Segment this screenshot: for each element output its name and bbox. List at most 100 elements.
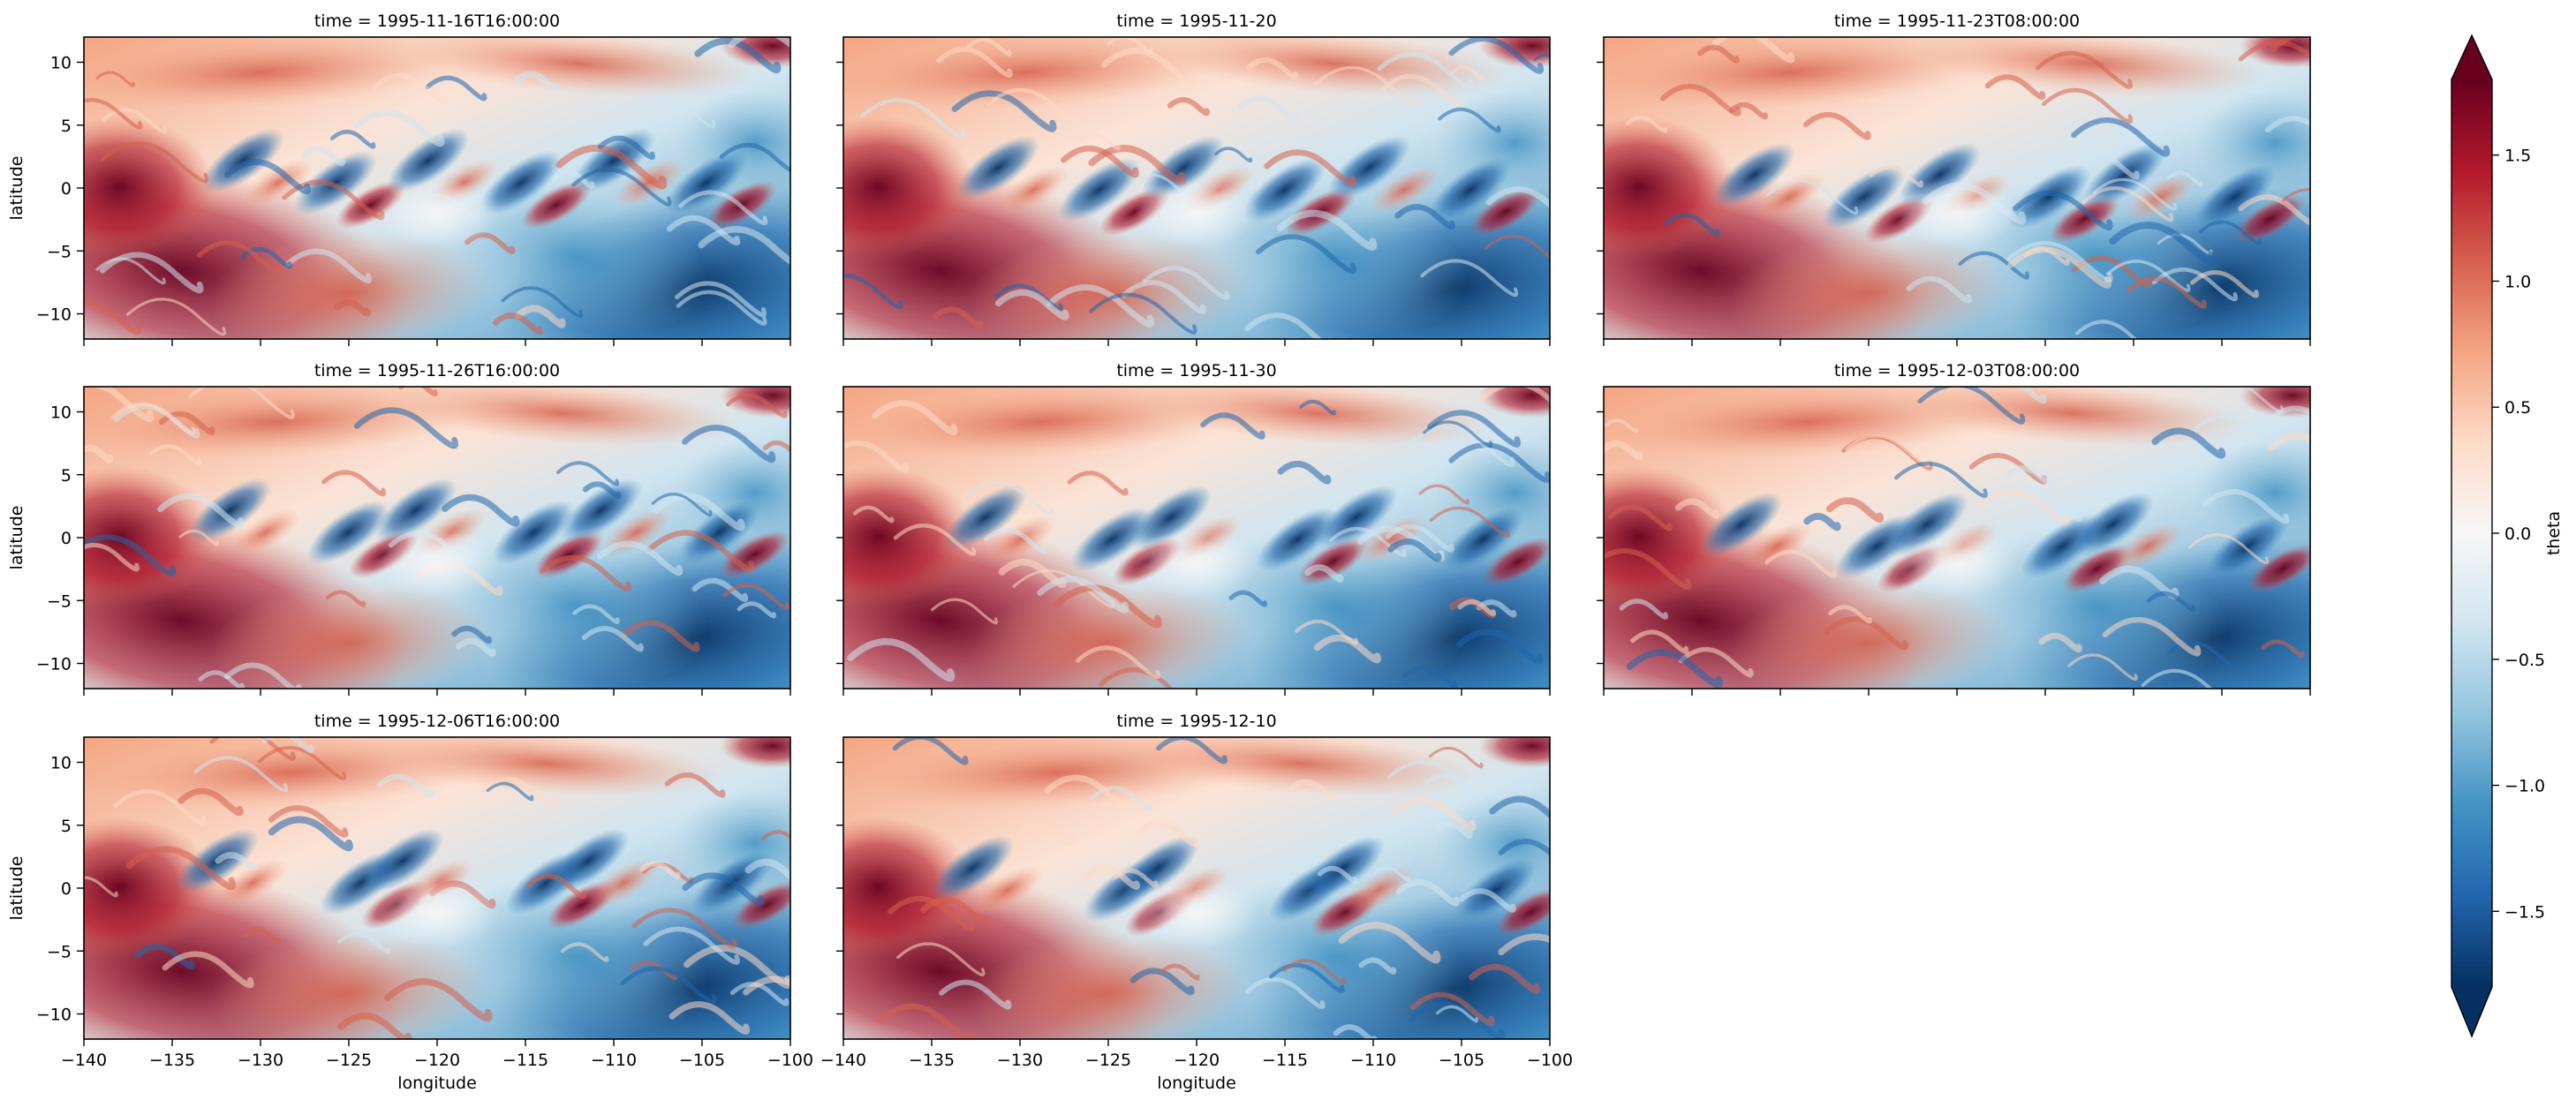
field-swirl: [1729, 102, 1768, 120]
field-swirl: [451, 625, 493, 644]
field-swirl: [337, 931, 391, 954]
field-swirl: [1214, 147, 1253, 163]
field-blob: [985, 515, 1056, 564]
field-swirl: [1625, 115, 1668, 133]
field-swirl: [555, 145, 668, 190]
field-swirl: [742, 976, 790, 996]
field-swirl: [1377, 51, 1474, 90]
field-swirl: [572, 604, 620, 624]
field-swirl: [2264, 116, 2310, 133]
panel-7: time = 1995-12-06T16:00:00 −140 −135 −130 −1…: [7, 712, 813, 1093]
field-swirl: [84, 543, 140, 572]
field-swirl: [1328, 527, 1407, 558]
colorbar-tick-label: −1.0: [2504, 777, 2545, 796]
y-tick-label: 10: [50, 403, 72, 423]
field-blob: [1315, 485, 1398, 550]
field-swirl: [1697, 44, 1740, 64]
panel-title: time = 1995-11-20: [1116, 11, 1276, 31]
field-swirl: [843, 440, 910, 473]
field-swirl: [984, 527, 1047, 554]
field-swirl: [744, 858, 790, 881]
field-blob: [84, 466, 216, 607]
field-blob: [217, 858, 289, 908]
field-blob: [386, 387, 739, 447]
panel-5: time = 1995-11-30: [836, 361, 1551, 696]
field-blob: [1604, 466, 1736, 607]
field-blob: [1140, 387, 1493, 447]
field-blob: [719, 530, 790, 579]
field-blob: [967, 579, 1250, 689]
field-blob: [370, 737, 723, 797]
x-tick-label: −100: [767, 1051, 813, 1070]
field-swirl: [209, 737, 296, 761]
field-blob: [2007, 164, 2091, 230]
field-swirl: [859, 98, 966, 139]
field-blob: [374, 478, 457, 543]
field-swirl: [1764, 549, 1837, 579]
field-swirl: [1276, 209, 1378, 251]
field-blob: [375, 528, 499, 599]
field-swirl: [2004, 465, 2057, 488]
field-swirl: [125, 846, 236, 891]
colorbar: 1.5 1.0 0.5 0.0 −0.5 −1.0 −1.5 theta: [2451, 34, 2564, 1038]
field-swirl: [1604, 548, 1692, 590]
field-swirl: [193, 756, 289, 793]
field-swirl: [1358, 957, 1397, 975]
field-swirl: [596, 540, 684, 576]
field-swirl: [353, 407, 458, 449]
field-swirl: [353, 109, 445, 147]
field-swirl: [99, 252, 204, 294]
field-blob: [731, 880, 790, 930]
field-swirl: [1660, 84, 1741, 117]
field-swirl: [1407, 426, 1515, 468]
colorbar-tick-label: 1.0: [2504, 272, 2531, 291]
field-swirl: [261, 737, 314, 754]
field-blob: [1343, 865, 1415, 915]
panel-1: time = 1995-11-16T16:00:00 10 5 0 −5 −10 latit…: [7, 11, 791, 346]
field-blob: [1495, 887, 1550, 937]
field-swirl: [1828, 605, 1873, 624]
field-swirl: [1498, 839, 1550, 856]
field-swirl: [479, 777, 559, 809]
field-swirl: [664, 772, 726, 798]
field-blob: [1604, 117, 1736, 258]
field-swirl: [1984, 74, 2046, 101]
field-swirl: [1438, 107, 1501, 133]
field-blob: [361, 828, 444, 893]
field-swirl: [1160, 963, 1200, 981]
field-swirl: [1765, 179, 1859, 215]
field-swirl: [667, 215, 741, 246]
field-blob: [2193, 164, 2277, 230]
field-swirl: [1288, 779, 1336, 801]
field-blob: [1822, 164, 1906, 230]
x-tick-label: −140: [820, 1051, 866, 1070]
field-swirl: [597, 135, 655, 160]
field-swirl: [1420, 259, 1519, 298]
field-swirl: [998, 558, 1067, 588]
y-axis-label: latitude: [7, 856, 26, 921]
x-tick-label: −140: [61, 1051, 107, 1070]
field-swirl: [1244, 977, 1326, 1009]
field-swirl: [729, 982, 789, 1006]
field-blob: [1727, 579, 2010, 689]
field-blob: [843, 817, 976, 958]
field-swirl: [1156, 737, 1228, 765]
field-swirl: [1451, 65, 1484, 80]
field-swirl: [2038, 632, 2082, 653]
field-swirl: [762, 440, 790, 453]
field-swirl: [149, 443, 202, 466]
field-swirl: [1476, 599, 1517, 618]
field-swirl: [2102, 616, 2202, 657]
field-swirl: [1664, 213, 1720, 237]
field-blob: [1297, 537, 1369, 586]
field-swirl: [1236, 95, 1298, 122]
field-swirl: [1373, 866, 1411, 882]
field-blob: [1454, 857, 1537, 923]
field-swirl: [113, 789, 207, 826]
field-blob: [1483, 537, 1550, 586]
field-blob: [1435, 90, 1550, 196]
y-tick-label: −5: [47, 942, 72, 961]
field-swirl: [1678, 647, 1754, 678]
field-swirl: [1067, 471, 1129, 496]
field-swirl: [1459, 888, 1516, 913]
